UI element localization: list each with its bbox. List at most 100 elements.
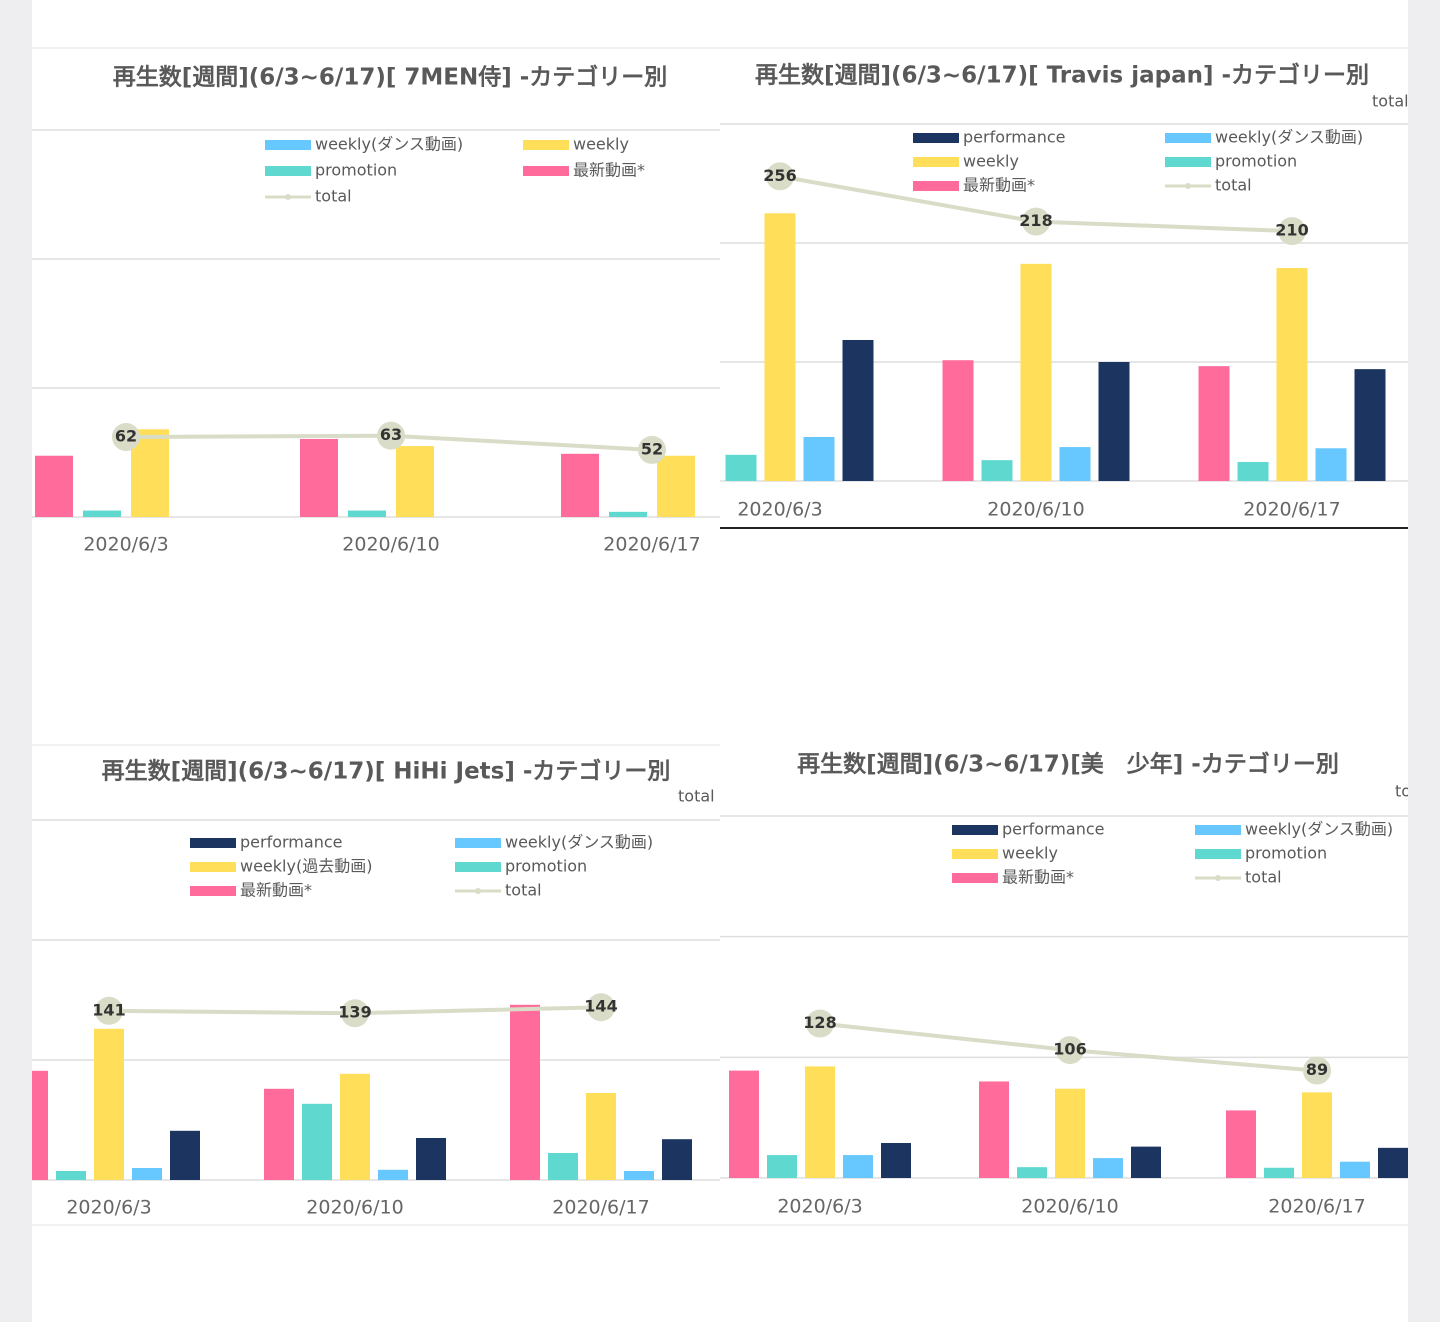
legend-label: total [505,881,542,900]
chart-panel: 再生数[週間](6/3~6/17)[ HiHi Jets] -カテゴリー別 tot… [32,758,720,1219]
legend-swatch [952,873,998,883]
canvas [32,0,1408,1322]
legend-label: performance [1002,820,1104,839]
bar [881,1143,911,1178]
legend-label: weekly(ダンス動画) [1245,820,1393,839]
bar [1131,1146,1161,1178]
bar [396,446,434,517]
data-label: 218 [1019,211,1052,230]
data-label: 89 [1306,1060,1328,1079]
legend-swatch [190,886,236,896]
x-tick-label: 2020/6/10 [306,1197,403,1219]
bar [729,1070,759,1178]
total-marker [587,993,615,1022]
bar [94,1028,124,1180]
data-label: 256 [763,166,796,185]
legend-swatch [1165,157,1211,167]
bar [979,1081,1009,1178]
bar [805,1066,835,1178]
bar [348,510,386,517]
legend-label: promotion [1215,152,1297,171]
bar [764,213,796,481]
total-marker [377,421,405,450]
bar [1264,1167,1294,1178]
legend-swatch [265,140,311,150]
bar [1226,1110,1256,1178]
bar [416,1138,446,1180]
data-label: 141 [92,1000,125,1019]
bar [132,1168,162,1180]
legend-label: promotion [505,857,587,876]
legend-label: weekly(過去動画) [240,857,372,876]
legend-swatch [190,838,236,848]
data-label: 139 [338,1003,371,1022]
x-tick-label: 2020/6/3 [737,499,822,521]
legend-label: weekly [963,152,1019,171]
legend-label: total [1215,176,1252,195]
bar [1059,447,1091,481]
bar [83,510,121,517]
chart-panel: 再生数[週間](6/3~6/17)[ 7MEN侍] -カテゴリー別 weekly(… [32,64,720,556]
legend-swatch [475,888,481,894]
bar [340,1073,370,1180]
legend-swatch [952,849,998,859]
bar [35,455,73,517]
bar [586,1093,616,1180]
bar [843,1155,873,1178]
data-label: 128 [803,1013,836,1032]
legend-label: weekly(ダンス動画) [1215,128,1363,147]
total-marker [638,435,666,464]
bar [1055,1088,1085,1178]
legend-swatch [1195,825,1241,835]
total-marker [1303,1056,1331,1085]
legend-swatch [1215,875,1221,881]
bar [510,1004,540,1180]
bar [1315,448,1347,481]
legend-label: 最新動画* [573,161,645,180]
bar [548,1153,578,1180]
legend-label: performance [240,833,342,852]
bar [725,454,757,481]
total-marker [806,1009,834,1038]
bar [1020,263,1052,481]
bar [1093,1158,1123,1178]
x-tick-label: 2020/6/17 [1268,1196,1365,1218]
y2-axis-label: total [1395,782,1432,801]
total-marker [1022,207,1050,236]
legend-label: promotion [315,161,397,180]
data-label: 62 [115,427,137,446]
x-tick-label: 2020/6/3 [777,1196,862,1218]
legend-label: weekly(ダンス動画) [315,135,463,154]
bar [378,1169,408,1180]
legend-label: 最新動画* [240,881,312,900]
bar [1378,1147,1408,1178]
bar [32,1070,48,1180]
bar [1302,1092,1332,1178]
bar [1098,362,1130,481]
legend-swatch [523,166,569,176]
bar [264,1088,294,1180]
legend-label: performance [963,128,1065,147]
bar [657,455,695,517]
legend-label: 最新動画* [963,176,1035,195]
y2-axis-label: total [1372,92,1409,111]
legend-swatch [1195,849,1241,859]
legend-swatch [455,862,501,872]
legend-label: promotion [1245,844,1327,863]
x-tick-label: 2020/6/17 [603,534,700,556]
chart-title: 再生数[週間](6/3~6/17)[ HiHi Jets] -カテゴリー別 [102,758,671,785]
x-tick-label: 2020/6/17 [552,1197,649,1219]
bar [1340,1161,1370,1178]
bar [624,1171,654,1180]
x-tick-label: 2020/6/3 [66,1197,151,1219]
bar [803,436,835,481]
chart-title: 再生数[週間](6/3~6/17)[ 7MEN侍] -カテゴリー別 [113,64,668,91]
bar [561,453,599,517]
bar [170,1130,200,1180]
legend-swatch [455,838,501,848]
bar [942,360,974,481]
legend-label: 最新動画* [1002,868,1074,887]
bar [1276,267,1308,481]
legend-swatch [913,133,959,143]
